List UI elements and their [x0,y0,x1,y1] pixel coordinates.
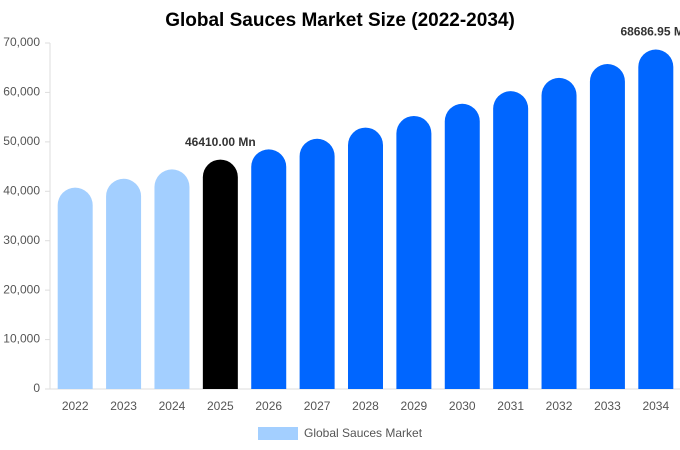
x-tick-label: 2029 [401,399,428,413]
bar [396,115,432,389]
x-tick-label: 2027 [304,399,331,413]
y-tick-label: 70,000 [3,35,40,49]
legend-swatch [258,427,298,440]
bar [638,49,674,389]
x-tick-label: 2032 [546,399,573,413]
bar [57,187,93,389]
x-tick-label: 2024 [159,399,186,413]
bar [251,149,287,389]
bar [493,91,529,390]
bar [106,178,142,389]
value-label: 68686.95 Mn [620,25,680,39]
x-tick-label: 2022 [62,399,89,413]
x-tick-label: 2028 [352,399,379,413]
y-tick-label: 0 [33,381,40,395]
bar [348,127,383,390]
x-tick-label: 2031 [497,399,524,413]
bar [299,138,335,389]
x-tick-label: 2030 [449,399,476,413]
x-tick-label: 2023 [110,399,137,413]
legend-label: Global Sauces Market [304,426,423,440]
chart-title: Global Sauces Market Size (2022-2034) [165,10,515,31]
bar [154,169,190,389]
x-tick-label: 2026 [255,399,282,413]
y-tick-label: 30,000 [3,233,40,247]
bar [444,103,480,389]
y-tick-label: 40,000 [3,183,40,197]
bar [589,64,625,389]
x-tick-label: 2033 [594,399,621,413]
x-tick-label: 2034 [642,399,669,413]
y-tick-label: 20,000 [3,282,40,296]
y-tick-label: 10,000 [3,332,40,346]
value-label: 46410.00 Mn [185,135,256,149]
x-tick-label: 2025 [207,399,234,413]
y-tick-label: 50,000 [3,134,40,148]
bar [202,159,238,389]
y-tick-label: 60,000 [3,85,40,99]
bar [541,77,577,389]
